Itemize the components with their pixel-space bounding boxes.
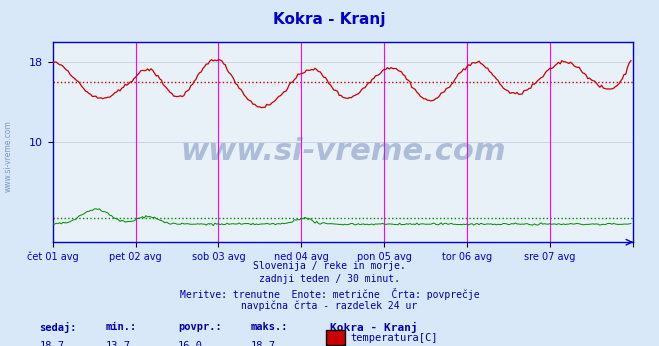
- Text: 13,7: 13,7: [105, 341, 130, 346]
- Text: 18,7: 18,7: [250, 341, 275, 346]
- Text: Kokra - Kranj: Kokra - Kranj: [330, 322, 417, 333]
- Text: www.si-vreme.com: www.si-vreme.com: [3, 120, 13, 192]
- Text: Slovenija / reke in morje.: Slovenija / reke in morje.: [253, 261, 406, 271]
- Text: min.:: min.:: [105, 322, 136, 332]
- Text: Kokra - Kranj: Kokra - Kranj: [273, 12, 386, 27]
- Text: zadnji teden / 30 minut.: zadnji teden / 30 minut.: [259, 274, 400, 284]
- Text: navpična črta - razdelek 24 ur: navpična črta - razdelek 24 ur: [241, 301, 418, 311]
- Text: maks.:: maks.:: [250, 322, 288, 332]
- Text: 18,7: 18,7: [40, 341, 65, 346]
- Text: sedaj:: sedaj:: [40, 322, 77, 333]
- Text: povpr.:: povpr.:: [178, 322, 221, 332]
- Text: temperatura[C]: temperatura[C]: [351, 334, 438, 343]
- Text: 16,0: 16,0: [178, 341, 203, 346]
- Text: www.si-vreme.com: www.si-vreme.com: [180, 137, 505, 166]
- Text: Meritve: trenutne  Enote: metrične  Črta: povprečje: Meritve: trenutne Enote: metrične Črta: …: [180, 288, 479, 300]
